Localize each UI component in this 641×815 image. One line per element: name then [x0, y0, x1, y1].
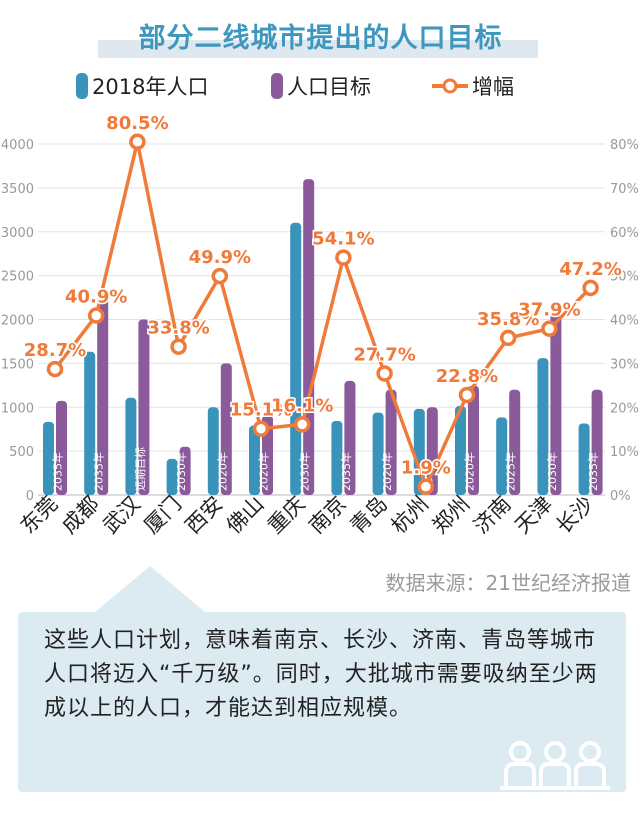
y-left-tick: 3500 — [1, 182, 34, 197]
legend-swatch-1 — [271, 73, 283, 99]
y-left-tick: 1500 — [1, 357, 34, 372]
growth-data-label: 37.9% — [518, 300, 580, 321]
bar-2018-population — [578, 423, 590, 495]
growth-data-label: 54.1% — [312, 229, 374, 250]
chart: 2018年人口 人口目标 增幅 0 500 1000 1500 2000 2500 3000 350… — [1, 73, 639, 538]
legend-label-1: 人口目标 — [287, 75, 371, 99]
y-left-tick: 4000 — [1, 138, 34, 153]
target-year-label: 2020年 — [215, 452, 229, 491]
y-left-tick: 1000 — [1, 401, 34, 416]
bar-2018-population — [496, 417, 508, 495]
growth-point — [458, 386, 476, 404]
bar-population-target — [385, 389, 397, 495]
growth-point — [211, 267, 229, 285]
growth-data-label: 27.7% — [353, 344, 415, 365]
bar-2018-population — [84, 351, 96, 495]
legend-marker — [442, 78, 458, 94]
y-right-tick: 20% — [610, 401, 639, 416]
y-left-tick: 500 — [9, 445, 34, 460]
growth-data-label: 40.9% — [65, 287, 127, 308]
growth-data-label: 22.8% — [436, 366, 498, 387]
growth-data-label: 33.8% — [147, 318, 209, 339]
target-year-label: 2030年 — [298, 452, 312, 491]
bar-population-target — [426, 407, 438, 495]
growth-data-label: 49.9% — [189, 247, 251, 268]
y-right-tick: 30% — [610, 357, 639, 372]
bar-population-target — [468, 385, 479, 495]
target-year-label: 2020年 — [380, 452, 394, 491]
growth-point — [252, 420, 270, 437]
growth-point — [170, 338, 187, 355]
growth-point — [376, 365, 393, 382]
bar-population-target — [509, 389, 521, 495]
growth-data-label: 35.8% — [477, 309, 539, 330]
growth-point — [417, 478, 435, 495]
growth-point — [541, 320, 558, 337]
legend-swatch-0 — [76, 73, 88, 99]
bar-population-target — [591, 389, 603, 495]
bar-2018-population — [166, 458, 178, 495]
bar-2018-population — [249, 425, 260, 495]
y-left-tick: 3000 — [1, 226, 34, 241]
target-year-label: 2035年 — [586, 452, 600, 491]
growth-point — [87, 307, 105, 324]
target-year-label: 2020年 — [257, 452, 271, 491]
bar-population-target — [179, 446, 191, 495]
growth-data-label: 28.7% — [24, 340, 86, 361]
title-band — [98, 40, 538, 58]
target-year-label: 2030年 — [174, 452, 188, 491]
bar-population-target — [550, 306, 562, 495]
growth-point — [499, 329, 517, 347]
people-icon — [500, 741, 610, 790]
y-left-tick: 0 — [26, 489, 34, 504]
growth-point — [293, 416, 311, 433]
chart-title: 部分二线城市提出的人口目标 — [138, 23, 503, 54]
growth-data-label: 80.5% — [106, 113, 168, 134]
bar-2018-population — [125, 397, 137, 495]
y-right-tick: 60% — [610, 226, 639, 241]
y-right-tick: 70% — [610, 182, 639, 197]
bar-population-target — [220, 363, 232, 495]
y-right-tick: 40% — [610, 314, 639, 329]
target-year-label: 远期目标 — [133, 447, 147, 491]
bar-2018-population — [43, 421, 54, 495]
note-text: 这些人口计划，意味着南京、长沙、济南、青岛等城市人口将迈入“千万级”。同时，大批… — [44, 628, 598, 721]
bar-2018-population — [537, 358, 549, 495]
y-right-tick: 50% — [610, 270, 639, 285]
legend-label-2: 增幅 — [472, 75, 514, 99]
y-right-tick: 10% — [610, 445, 639, 460]
target-year-label: 2035年 — [51, 452, 65, 491]
target-year-label: 2030年 — [545, 452, 559, 491]
y-right-tick: 80% — [610, 138, 639, 153]
y-right-tick: 0% — [610, 489, 631, 504]
bar-2018-population — [455, 406, 466, 495]
legend-label-0: 2018年人口 — [92, 75, 208, 99]
growth-point — [335, 249, 352, 266]
bar-population-target — [97, 293, 109, 495]
y-left-tick: 2500 — [1, 270, 34, 285]
growth-point — [129, 133, 146, 151]
growth-data-label: 15.1% — [230, 400, 292, 421]
growth-point — [582, 279, 599, 297]
bar-2018-population — [331, 420, 343, 495]
target-year-label: 2025年 — [504, 452, 518, 491]
growth-line — [53, 140, 592, 489]
target-year-label: 2020年 — [463, 452, 477, 491]
bar-population-target — [138, 319, 150, 495]
growth-data-label: 47.2% — [559, 259, 621, 280]
bar-population-target — [344, 380, 356, 495]
growth-data-label: 16.1% — [271, 395, 333, 416]
target-year-label: 2035年 — [92, 452, 106, 491]
growth-point — [46, 360, 64, 378]
growth-data-label: 1.9% — [401, 458, 451, 479]
bar-2018-population — [207, 407, 219, 495]
bar-2018-population — [372, 412, 384, 495]
y-left-tick: 2000 — [1, 314, 34, 329]
bar-population-target — [56, 400, 67, 495]
source-note: 数据来源：21世纪经济报道 — [385, 571, 631, 595]
target-year-label: 2035年 — [339, 452, 353, 491]
